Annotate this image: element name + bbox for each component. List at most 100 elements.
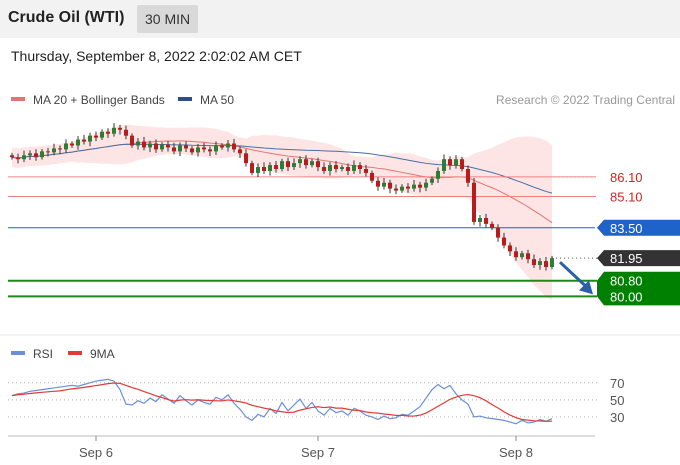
candle-body [124,129,128,136]
timeframe-button[interactable]: 30 MIN [137,5,199,33]
candle-body [340,167,344,169]
candle-body [286,161,290,168]
candle-body [118,127,122,130]
candle-body [550,258,554,267]
candle-body [130,135,134,146]
candle-body [484,218,488,224]
candle-body [310,161,314,166]
candle-body [190,148,194,153]
candle-body [394,188,398,191]
candle-body [178,145,182,152]
candle-body [304,159,308,166]
candle-body [466,169,470,183]
candle-body [34,153,38,158]
legend-9ma-label: 9MA [90,347,115,361]
candle-body [94,135,98,138]
candle-body [76,139,80,146]
candle-body [412,184,416,189]
pivot-label: 83.50 [610,221,643,236]
resistance-label-0: 86.10 [610,170,643,185]
candle-body [448,159,452,166]
candle-body [388,182,392,189]
datetime-label: Thursday, September 8, 2022 2:02:02 AM C… [11,48,302,64]
candle-body [46,151,50,153]
candle-body [172,147,176,152]
candle-body [256,167,260,173]
candle-body [10,155,14,158]
legend-rsi-label: RSI [33,347,53,361]
candle-body [376,180,380,187]
candle-body [490,223,494,228]
candle-body [202,147,206,150]
legend-ma50-label: MA 50 [200,93,234,107]
candle-body [16,157,20,160]
candle-body [280,161,284,169]
legend-rsi-swatch [11,351,25,355]
x-tick-label: Sep 8 [499,445,533,460]
candle-body [430,178,434,183]
candle-body [142,141,146,148]
candle-body [214,145,218,152]
candle-body [316,161,320,168]
support-label-0: 80.80 [610,274,643,289]
candle-body [406,186,410,189]
candle-body [40,151,44,158]
candle-body [262,167,266,171]
pivot-label-bg [597,219,680,236]
candle-body [502,237,506,246]
candle-body [436,170,440,179]
current-price-label: 81.95 [610,251,643,266]
candle-body [226,143,230,148]
candle-body [418,184,422,188]
candle-body [352,165,356,171]
candle-body [442,159,446,171]
candle-body [148,143,152,148]
resistance-label-1: 85.10 [610,189,643,204]
candle-body [268,165,272,171]
bollinger-band [12,124,552,301]
candle-body [298,159,302,164]
forecast-arrow-shaft [558,261,589,289]
candle-body [154,143,158,150]
support-label-bg [597,271,680,306]
candle-body [532,259,536,266]
candle-body [274,165,278,169]
candle-body [508,245,512,252]
legend-9ma-swatch [68,351,82,355]
candle-body [346,167,350,171]
candle-body [400,186,404,191]
x-tick-label: Sep 7 [301,445,335,460]
candle-body [334,165,338,169]
candle-body [196,147,200,153]
candle-body [250,163,254,173]
candle-body [82,139,86,142]
support-label-1: 80.00 [610,289,643,304]
candle-body [328,165,332,171]
candle-body [220,145,224,148]
candle-body [238,149,242,154]
candle-body [496,227,500,238]
candle-body [184,145,188,149]
candle-body [58,148,62,150]
candle-body [232,143,236,150]
candle-body [136,141,140,146]
candle-body [244,153,248,164]
candle-body [160,144,164,150]
candle-body [88,135,92,142]
header-bar: Crude Oil (WTI) 30 MIN [0,0,680,38]
candle-body [478,218,482,222]
rsi-tick-label: 70 [610,376,624,391]
candle-body [544,261,548,267]
candle-body [52,148,56,153]
candle-body [70,143,74,146]
candle-body [424,182,428,188]
candle-body [22,155,26,160]
candle-body [370,172,374,181]
candle-body [64,143,68,150]
x-tick-label: Sep 6 [79,445,113,460]
candle-body [382,182,386,187]
rsi-9ma-line [11,382,553,422]
legend-ma50-swatch [178,97,192,101]
forecast-arrow-head [579,280,593,295]
